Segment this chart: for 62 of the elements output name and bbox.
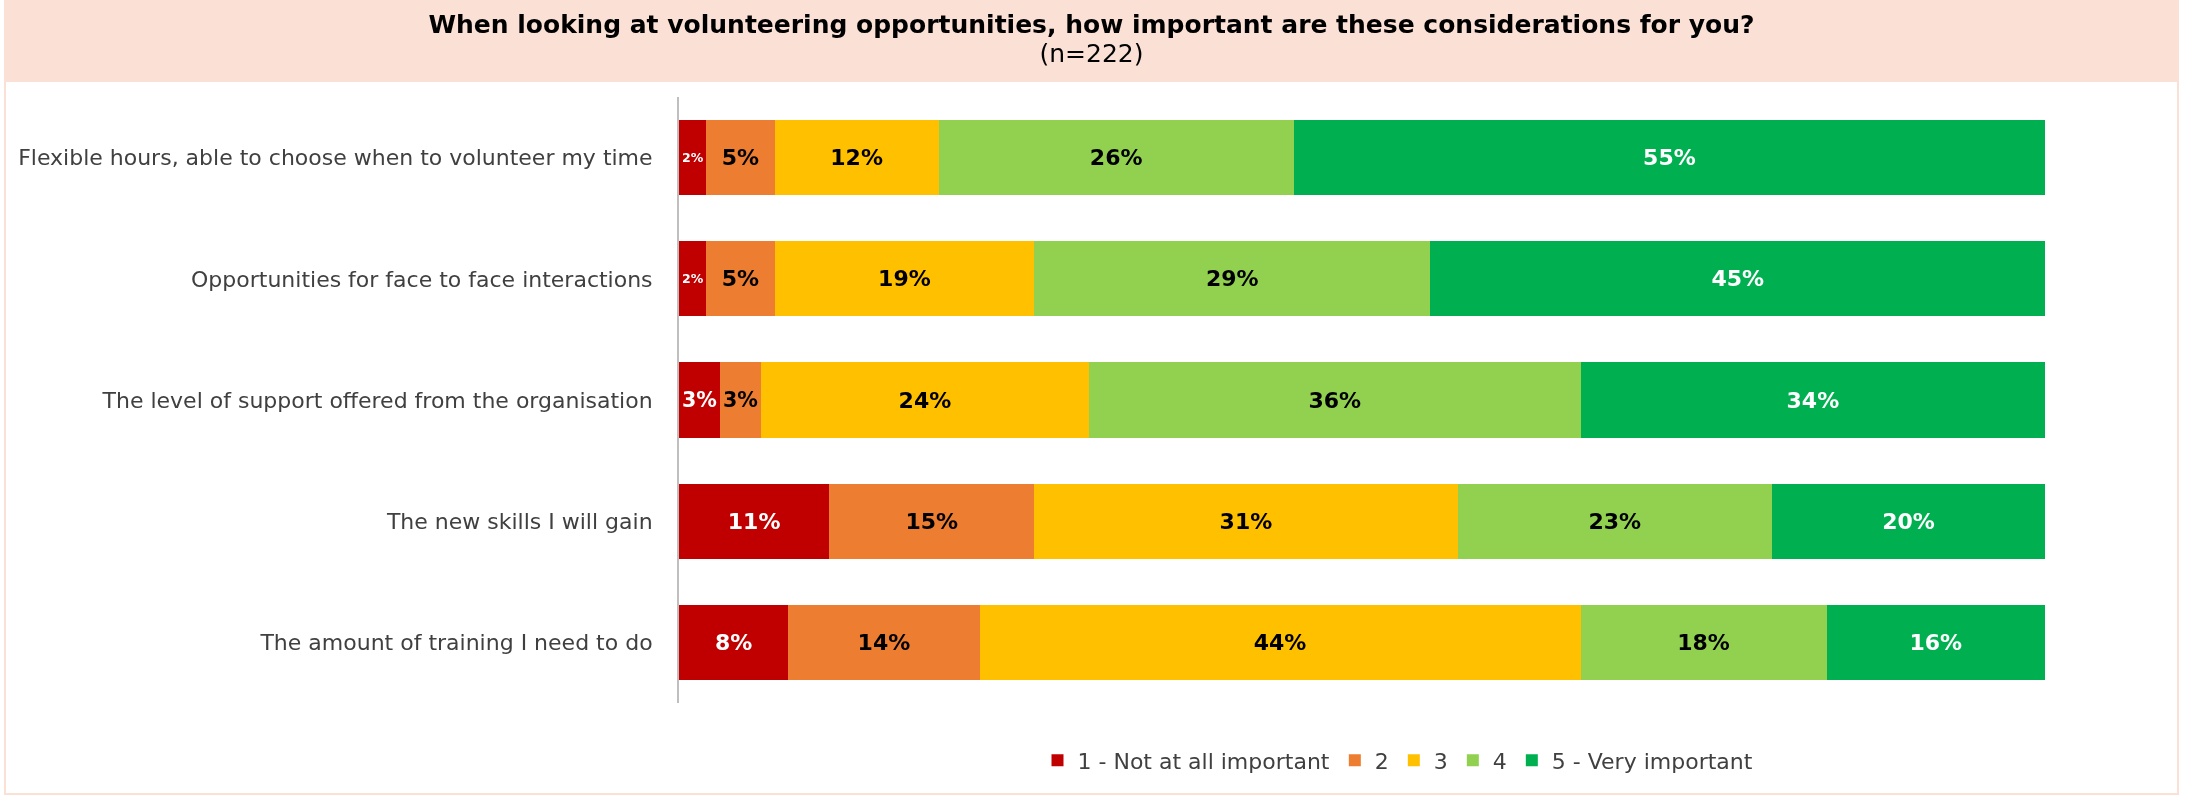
data-label: 14% xyxy=(857,629,911,655)
legend-label: 3 xyxy=(1433,748,1448,774)
bar xyxy=(1580,362,2046,438)
chart-subtitle: (n=222) xyxy=(1038,39,1145,68)
data-label: 3% xyxy=(682,388,717,413)
data-label: 23% xyxy=(1588,508,1642,534)
bar xyxy=(679,120,707,196)
bar xyxy=(1034,241,1431,317)
bar xyxy=(774,241,1035,317)
data-label: 3% xyxy=(722,388,758,413)
data-label: 2% xyxy=(682,271,704,287)
bar xyxy=(774,120,939,196)
legend-label: 1 - Not at all important xyxy=(1077,748,1330,774)
data-label: 5% xyxy=(721,266,760,292)
bar xyxy=(1826,604,2046,680)
data-label: 45% xyxy=(1711,266,1765,292)
chart-title: When looking at volunteering opportunities, how important are these considerations for you? xyxy=(427,10,1756,39)
y-tick-label: The amount of training I need to do xyxy=(259,630,653,656)
data-label: 2% xyxy=(682,149,704,165)
y-tick-label: The new skills I will gain xyxy=(385,508,653,534)
bar xyxy=(788,604,980,680)
bar xyxy=(679,362,720,438)
bar xyxy=(829,483,1035,559)
bar xyxy=(679,241,707,317)
bar xyxy=(938,120,1294,196)
bar xyxy=(760,362,1089,438)
data-label: 11% xyxy=(727,508,781,534)
bar xyxy=(1430,241,2046,317)
bar xyxy=(1088,362,1581,438)
bar xyxy=(1771,483,2046,559)
bar xyxy=(1457,483,1772,559)
data-label: 31% xyxy=(1219,508,1273,534)
data-label: 20% xyxy=(1882,508,1935,534)
data-label: 26% xyxy=(1089,145,1143,171)
bar xyxy=(706,241,775,317)
bar xyxy=(706,120,775,196)
legend-label: 2 xyxy=(1374,748,1389,774)
data-label: 36% xyxy=(1308,387,1362,413)
y-tick-label: Opportunities for face to face interactions xyxy=(191,266,653,292)
legend-label: 4 xyxy=(1492,748,1507,774)
legend-label: 5 - Very important xyxy=(1551,748,1753,774)
data-label: 55% xyxy=(1643,145,1696,171)
bar xyxy=(1580,604,1827,680)
bar xyxy=(719,362,761,438)
data-label: 12% xyxy=(830,145,883,171)
bar xyxy=(679,483,830,559)
data-label: 18% xyxy=(1677,629,1730,655)
bar xyxy=(1293,120,2046,196)
data-label: 16% xyxy=(1909,629,1963,655)
data-label: 15% xyxy=(905,508,959,534)
data-label: 34% xyxy=(1786,387,1840,413)
data-label: 19% xyxy=(878,266,931,292)
data-label: 5% xyxy=(721,145,760,171)
data-label: 29% xyxy=(1205,266,1259,292)
bar xyxy=(979,604,1581,680)
y-tick-label: Flexible hours, able to choose when to volunteer my time xyxy=(18,145,653,171)
y-tick-label: The level of support offered from the organisation xyxy=(101,387,653,413)
data-label: 8% xyxy=(714,629,753,655)
data-label: 24% xyxy=(898,387,952,413)
bar xyxy=(1034,483,1458,559)
bar xyxy=(679,604,789,680)
data-label: 44% xyxy=(1253,629,1307,655)
